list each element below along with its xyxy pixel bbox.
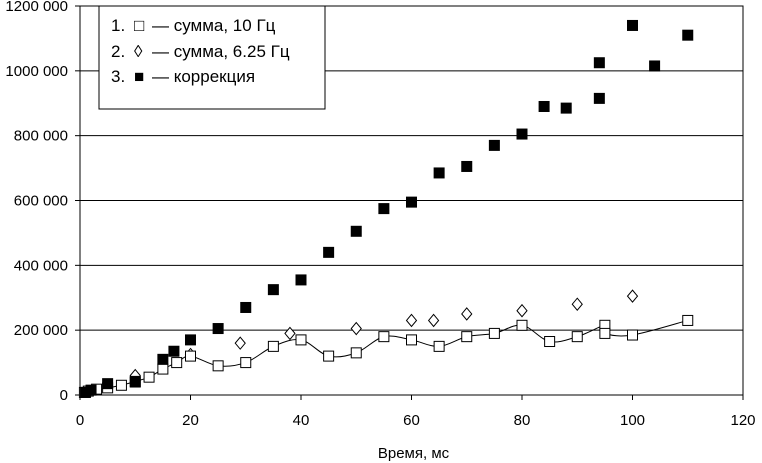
point-correction [240, 301, 252, 313]
x-tick-label: 20 [182, 412, 199, 429]
point-sum-10hz [433, 340, 445, 352]
y-tick-label: 800 000 [14, 128, 68, 145]
legend: 1. □ — сумма, 10 Гц 2. ◊ — сумма, 6.25 Гц 3. ■ —… [98, 5, 326, 110]
point-correction [433, 167, 445, 179]
point-sum-6-25hz [626, 289, 639, 303]
x-tick-label: 120 [730, 412, 755, 429]
point-sum-6-25hz [516, 303, 528, 318]
x-tick-label: 60 [403, 412, 420, 429]
point-correction [627, 19, 638, 31]
legend-item-number: 2. [111, 42, 125, 61]
point-correction [295, 274, 307, 286]
point-correction [350, 225, 362, 237]
x-tick-label: 80 [514, 412, 531, 429]
point-sum-6-25hz [284, 326, 296, 341]
point-sum-10hz [171, 357, 183, 369]
point-sum-10hz [571, 331, 583, 343]
point-sum-10hz [185, 350, 196, 362]
point-correction [85, 384, 97, 396]
point-correction [516, 128, 528, 140]
point-correction [488, 139, 500, 151]
legend-item-label: — сумма, 10 Гц [152, 16, 276, 35]
point-sum-10hz [115, 379, 127, 391]
legend-box [98, 5, 326, 110]
point-sum-10hz [323, 350, 335, 362]
x-axis-label: Время, мс [378, 445, 450, 462]
y-tick-label: 1200 000 [5, 0, 68, 15]
point-sum-10hz [350, 347, 362, 359]
point-correction [406, 196, 417, 208]
point-correction [157, 353, 169, 365]
point-sum-10hz [406, 334, 417, 346]
point-sum-10hz [295, 334, 307, 346]
y-tick-label: 200 000 [14, 322, 68, 339]
point-sum-10hz [240, 357, 252, 369]
point-correction [323, 246, 335, 258]
legend-item-number: 1. [111, 16, 125, 35]
point-correction [593, 57, 605, 69]
legend-item-label: — коррекция [152, 67, 255, 86]
point-sum-10hz [488, 327, 500, 339]
point-correction [212, 323, 224, 335]
x-tick-label: 0 [76, 412, 84, 429]
point-sum-6-25hz [427, 313, 440, 328]
point-sum-10hz [516, 319, 528, 331]
point-sum-10hz [378, 331, 390, 343]
legend-item-marker: ◊ [134, 42, 143, 61]
point-correction [185, 334, 196, 346]
point-sum-10hz [143, 371, 155, 383]
legend-item-label: — сумма, 6.25 Гц [152, 42, 290, 61]
y-tick-label: 600 000 [14, 193, 68, 210]
y-axis: 0 200 000 400 000 600 000 800 000 1000 000 120… [5, 0, 80, 404]
point-correction [649, 60, 661, 72]
point-sum-10hz [544, 336, 556, 348]
x-tick-label: 40 [293, 412, 310, 429]
point-sum-10hz [157, 363, 169, 375]
legend-item-marker: □ [134, 16, 144, 35]
point-sum-10hz [212, 360, 224, 372]
series-line-sum-10hz [84, 319, 688, 393]
point-correction [538, 100, 550, 112]
y-tick-label: 0 [60, 387, 68, 404]
point-correction [682, 29, 694, 41]
legend-item-number: 3. [111, 67, 125, 86]
point-sum-10hz [267, 340, 279, 352]
point-sum-6-25hz [405, 313, 418, 328]
point-sum-10hz [599, 327, 611, 339]
point-correction [593, 92, 605, 104]
x-tick-label: 100 [620, 412, 645, 429]
point-correction [102, 378, 114, 390]
point-sum-10hz [682, 314, 694, 326]
point-sum-6-25hz [461, 307, 473, 321]
point-correction [267, 284, 279, 296]
point-correction [168, 345, 180, 357]
point-sum-6-25hz [350, 321, 362, 336]
point-correction [560, 102, 572, 114]
point-correction [378, 203, 390, 215]
y-tick-label: 400 000 [14, 257, 68, 274]
point-correction [129, 376, 141, 388]
x-axis: 0 20 40 60 80 100 120 [76, 395, 756, 429]
point-sum-10hz [627, 329, 638, 341]
legend-item-marker: ■ [134, 67, 144, 86]
y-tick-label: 1000 000 [5, 63, 68, 80]
point-correction [461, 160, 473, 172]
series-layer [78, 19, 694, 398]
point-sum-10hz [461, 331, 473, 343]
point-sum-6-25hz [571, 297, 583, 312]
point-sum-6-25hz [234, 336, 246, 350]
